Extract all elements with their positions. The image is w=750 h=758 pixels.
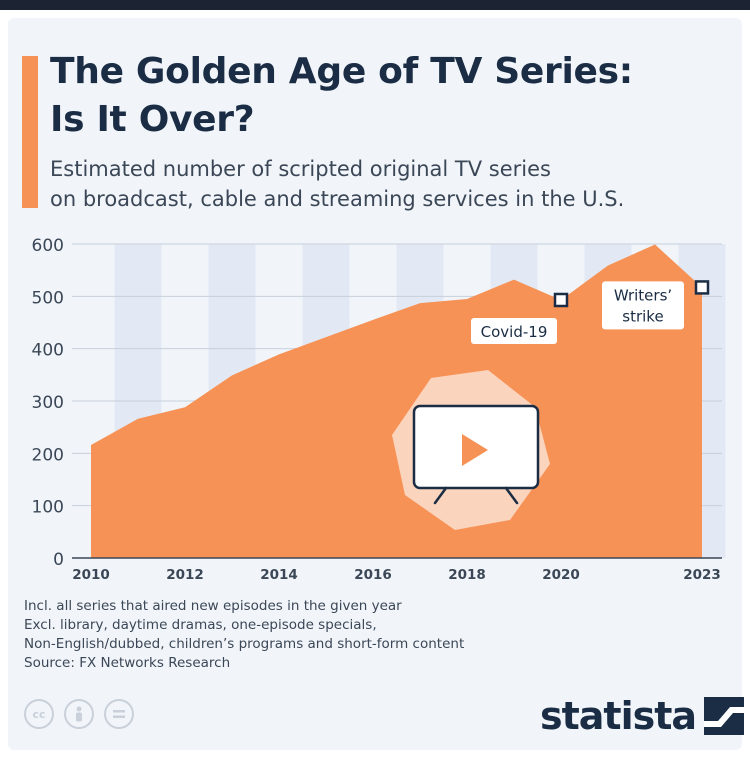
marker-2020 [553,292,569,308]
y-tick-label: 600 [32,236,64,256]
brand-name: statista [540,694,697,738]
area-chart: 0 100 200 300 400 500 600 Covid-19 Writers’ stri… [32,236,726,583]
x-tick-label: 2016 [354,567,392,583]
title-line-1: The Golden Age of TV Series: [50,51,633,92]
equals-icon[interactable] [104,699,134,729]
x-tick-label: 2020 [542,567,580,583]
x-tick-label: 2018 [448,567,486,583]
statista-mark-icon [704,697,745,735]
subtitle-line-2: on broadcast, cable and streaming servic… [50,187,625,211]
page-title: The Golden Age of TV Series: Is It Over? [50,48,730,144]
chart-notes: Incl. all series that aired new episodes… [24,597,624,673]
y-axis-ticks: 0 100 200 300 400 500 600 [32,236,64,570]
page-subtitle: Estimated number of scripted original TV… [50,154,730,214]
tv-play-icon [392,370,550,530]
subtitle-line-1: Estimated number of scripted original TV… [50,157,551,181]
y-tick-label: 200 [32,445,64,465]
y-tick-label: 500 [32,288,64,308]
y-tick-label: 300 [32,393,64,413]
annotation-box-covid [471,317,557,344]
source-note: Source: FX Networks Research [24,655,231,671]
x-tick-label: 2012 [166,567,204,583]
annotation-label-strike-1: Writers’ [614,286,672,304]
x-axis-ticks: 2010 2012 2014 2016 2018 2020 2023 [72,567,721,583]
annotation-labels: Covid-19 Writers’ strike [471,281,684,344]
note-line-3: Non-English/dubbed, children’s programs … [24,636,465,652]
x-tick-label: 2023 [683,567,721,583]
title-line-2: Is It Over? [50,99,255,140]
x-tick-label: 2010 [72,567,110,583]
statista-logo[interactable]: statista [540,694,745,738]
annotation-box-strike [602,281,684,330]
y-tick-label: 400 [32,341,64,361]
annotation-markers [553,280,710,308]
person-icon[interactable] [64,699,94,729]
license-icons: cc [24,699,134,729]
note-line-2: Excl. library, daytime dramas, one-episo… [24,617,377,633]
title-accent-bar [22,56,38,208]
annotation-label-strike-2: strike [622,307,663,325]
y-tick-label: 0 [53,550,64,570]
note-line-1: Incl. all series that aired new episodes… [24,598,402,614]
y-tick-label: 100 [32,498,64,518]
top-bar [0,0,750,10]
cc-icon[interactable]: cc [24,699,54,729]
annotation-label-covid: Covid-19 [481,323,548,341]
marker-2023 [694,280,710,295]
x-tick-label: 2014 [260,567,298,583]
